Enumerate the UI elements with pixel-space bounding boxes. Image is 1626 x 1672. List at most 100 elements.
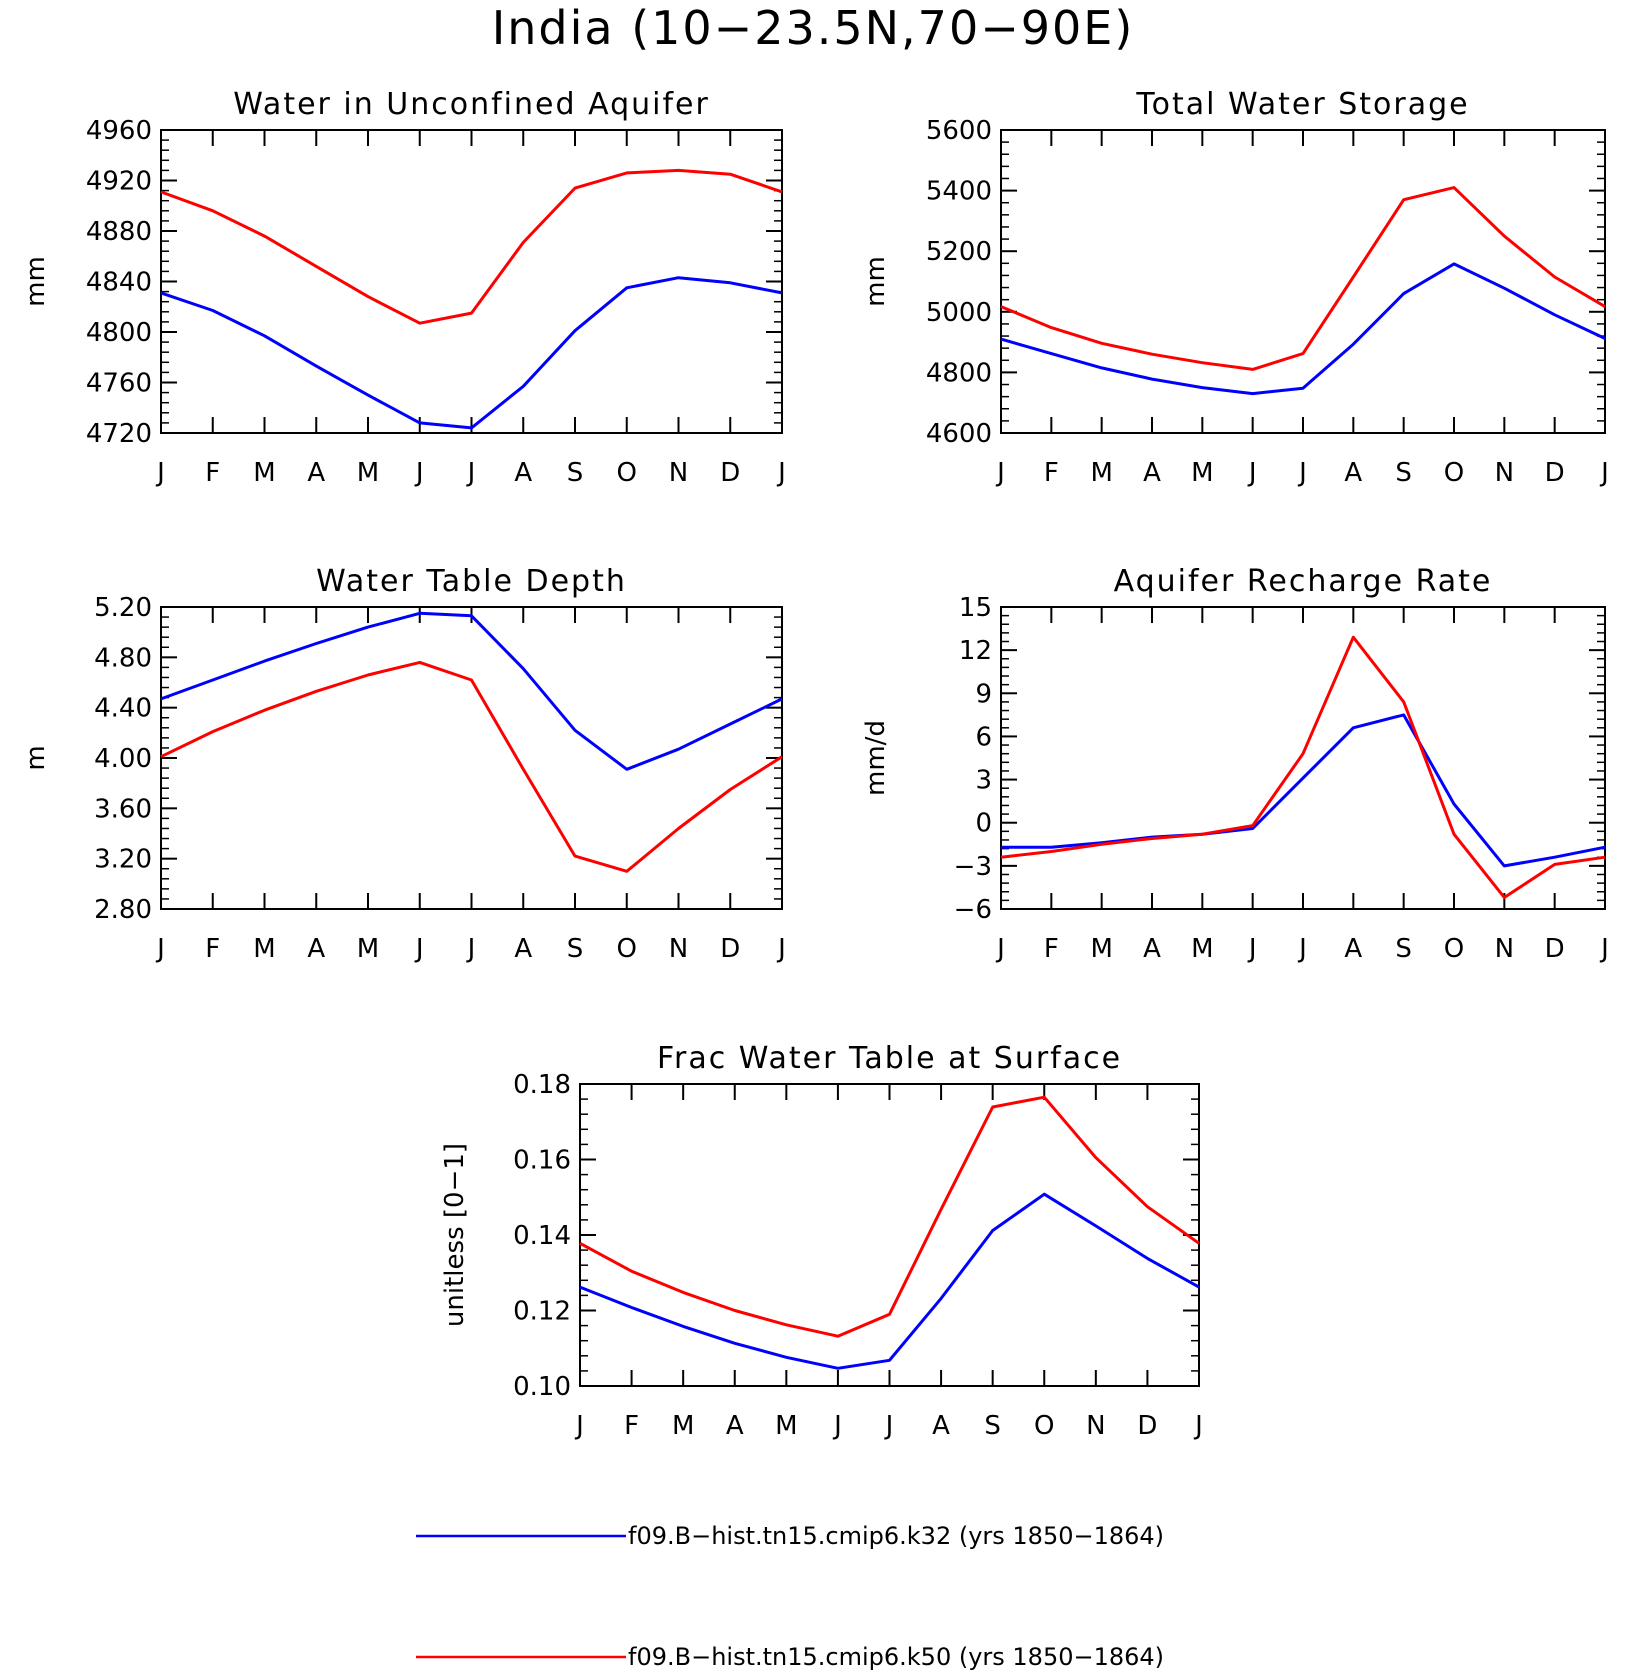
x-tick-label: J — [574, 1411, 584, 1441]
figure-title: India (10−23.5N,70−90E) — [492, 1, 1135, 55]
x-ticks — [160, 607, 783, 909]
y-tick-label: −3 — [954, 852, 992, 882]
y-tick-label: 4800 — [86, 318, 152, 348]
plot-frame — [579, 1083, 1200, 1387]
x-tick-label: D — [1137, 1411, 1157, 1441]
x-tick-label: N — [1495, 934, 1514, 964]
y-tick-label: 0 — [975, 809, 992, 839]
legend-label: f09.B−hist.tn15.cmip6.k32 (yrs 1850−1864… — [628, 1522, 1164, 1550]
x-tick-label: A — [1143, 934, 1161, 964]
x-tick-label: J — [832, 1411, 842, 1441]
x-tick-label: A — [726, 1411, 744, 1441]
x-tick-label: S — [1395, 934, 1412, 964]
x-tick-label: F — [624, 1411, 639, 1441]
x-ticks — [1000, 607, 1606, 909]
y-tick-label: 0.10 — [513, 1372, 571, 1402]
x-tick-label: F — [205, 458, 220, 488]
x-tick-label: O — [617, 458, 637, 488]
x-tick-label: A — [1344, 934, 1362, 964]
x-tick-label: M — [1090, 934, 1112, 964]
legend-item: f09.B−hist.tn15.cmip6.k50 (yrs 1850−1864… — [416, 1643, 1164, 1671]
series-line-1 — [1000, 262, 1606, 396]
x-tick-label: O — [1034, 1411, 1054, 1441]
x-tick-label: F — [205, 934, 220, 964]
y-tick-label: 2.80 — [94, 895, 152, 925]
y-ticks — [161, 129, 782, 434]
panels: Water in Unconfined Aquifer mm 4720 4760 480… — [21, 87, 1609, 1441]
series-line-1 — [160, 611, 783, 771]
x-tick-label: N — [669, 934, 688, 964]
x-tick-label: M — [672, 1411, 694, 1441]
x-tick-label: N — [1495, 458, 1514, 488]
plot-frame — [160, 129, 783, 434]
x-tick-label: S — [984, 1411, 1001, 1441]
panel-4: Aquifer Recharge Rate mm/d −6 −3 0 3 6 9 12 15 J F M… — [861, 564, 1609, 964]
x-tick-label: S — [567, 458, 584, 488]
panel-title: Total Water Storage — [1135, 87, 1469, 122]
y-tick-label: 3.60 — [94, 794, 152, 824]
y-tick-label: 4800 — [926, 358, 992, 388]
x-tick-label: D — [1545, 458, 1565, 488]
y-tick-label: 4760 — [86, 369, 152, 399]
legend-label: f09.B−hist.tn15.cmip6.k50 (yrs 1850−1864… — [628, 1643, 1164, 1671]
x-tick-label: J — [995, 934, 1005, 964]
x-tick-label: J — [776, 458, 786, 488]
y-tick-label: 0.16 — [513, 1146, 571, 1176]
y-ticks — [1001, 606, 1605, 910]
y-ticks — [1001, 129, 1605, 434]
y-tick-label: 4.00 — [94, 744, 152, 774]
y-tick-label: 4.40 — [94, 694, 152, 724]
x-tick-label: N — [669, 458, 688, 488]
x-tick-label: J — [155, 458, 165, 488]
y-tick-label: 4840 — [86, 268, 152, 298]
x-tick-label: J — [1247, 934, 1257, 964]
panel-5: Frac Water Table at Surface unitless [0−1… — [440, 1041, 1203, 1441]
series-line-2 — [160, 660, 783, 873]
x-tick-label: J — [466, 934, 476, 964]
x-tick-label: M — [357, 934, 379, 964]
y-axis-title: mm/d — [861, 720, 891, 796]
panel-title: Water in Unconfined Aquifer — [233, 87, 710, 122]
y-tick-label: 0.18 — [513, 1070, 571, 1100]
panel-title: Water Table Depth — [316, 564, 627, 599]
y-tick-label: 6 — [975, 722, 992, 752]
x-tick-label: J — [884, 1411, 894, 1441]
x-tick-label: J — [414, 934, 424, 964]
x-tick-label: M — [1191, 458, 1213, 488]
y-tick-label: 0.14 — [513, 1221, 571, 1251]
x-tick-label: J — [995, 458, 1005, 488]
y-tick-label: 9 — [975, 679, 992, 709]
y-tick-label: 3 — [975, 766, 992, 796]
y-ticks — [161, 606, 782, 910]
x-tick-label: A — [307, 458, 325, 488]
x-tick-label: A — [932, 1411, 950, 1441]
x-tick-label: J — [1297, 458, 1307, 488]
y-axis-title: mm — [21, 256, 51, 307]
panel-3: Water Table Depth m 2.80 3.20 3.60 4.00 4.40 4.… — [21, 564, 786, 964]
series-line-1 — [1001, 713, 1606, 868]
legend: f09.B−hist.tn15.cmip6.k32 (yrs 1850−1864… — [416, 1522, 1164, 1671]
y-tick-label: 4960 — [86, 116, 152, 146]
y-tick-label: 4600 — [926, 419, 992, 449]
x-tick-label: O — [617, 934, 637, 964]
series-line-2 — [1000, 186, 1606, 371]
y-tick-label: 5.20 — [94, 593, 152, 623]
y-tick-label: 3.20 — [94, 845, 152, 875]
series-line-1 — [160, 276, 783, 430]
x-tick-label: D — [1545, 934, 1565, 964]
x-tick-label: F — [1044, 458, 1059, 488]
panel-title: Aquifer Recharge Rate — [1114, 564, 1493, 599]
y-tick-label: 5400 — [926, 177, 992, 207]
y-axis-title: unitless [0−1] — [440, 1143, 470, 1327]
x-tick-label: J — [1247, 458, 1257, 488]
x-tick-label: M — [253, 934, 275, 964]
x-tick-label: M — [253, 458, 275, 488]
x-tick-label: J — [1297, 934, 1307, 964]
x-tick-label: M — [357, 458, 379, 488]
x-ticks — [160, 130, 783, 433]
x-tick-label: A — [514, 458, 532, 488]
series-line-2 — [579, 1095, 1200, 1338]
x-tick-label: J — [414, 458, 424, 488]
panel-1: Water in Unconfined Aquifer mm 4720 4760 480… — [21, 87, 786, 488]
